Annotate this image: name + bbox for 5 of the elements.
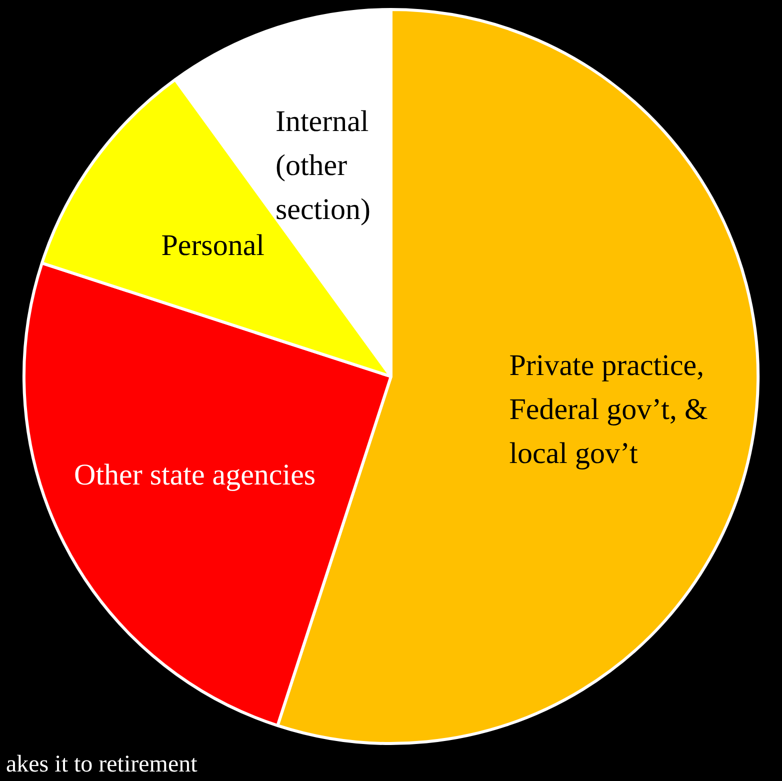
slice-label: Personal [161, 228, 265, 262]
slice-label: Other state agencies [74, 458, 316, 492]
slice-label: Internal (other section) [275, 104, 370, 226]
slice-label: Private practice, Federal gov’t, & local gov’t [509, 348, 708, 470]
text: akes it to retirement [6, 751, 198, 778]
